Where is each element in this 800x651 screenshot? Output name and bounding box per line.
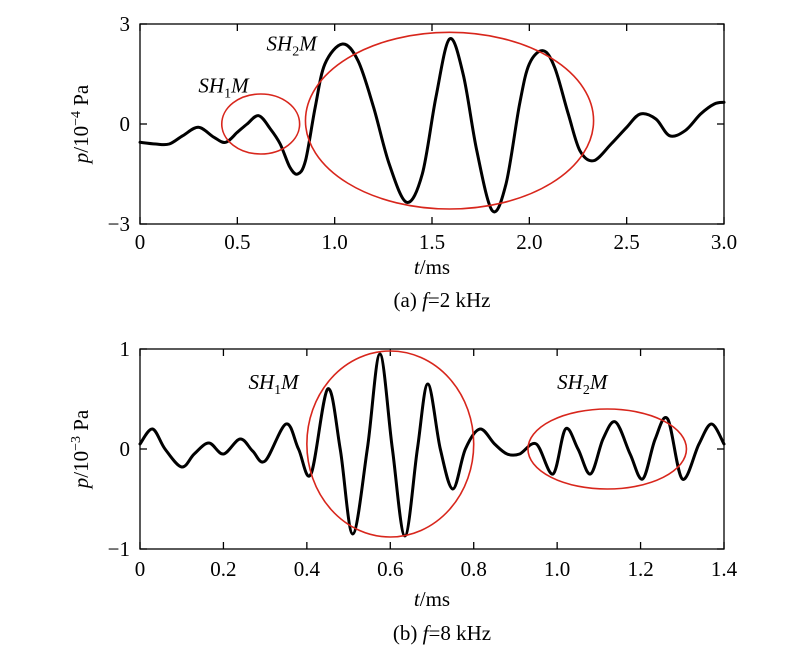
x-tick-label: 0.8 <box>461 557 487 581</box>
x-axis-title: t/ms <box>414 587 450 611</box>
mode-label-2: SH2M <box>267 32 319 60</box>
x-tick-label: 1.2 <box>627 557 653 581</box>
mode-label-1: SH1M <box>248 370 300 398</box>
x-tick-label: 0.5 <box>224 230 250 254</box>
y-axis-title: p/10−4 Pa <box>69 84 93 165</box>
x-tick-label: 0.6 <box>377 557 403 581</box>
plot-frame <box>139 348 725 550</box>
waveform-line <box>138 37 726 214</box>
mode-label-2: SH2M <box>557 370 609 398</box>
mode-label-1: SH1M <box>198 73 250 101</box>
x-tick-label: 0.4 <box>294 557 321 581</box>
y-tick-label: −1 <box>108 537 130 561</box>
x-tick-label: 1.0 <box>544 557 570 581</box>
y-tick-label: 1 <box>120 337 131 361</box>
x-tick-label: 0 <box>135 557 146 581</box>
x-tick-label: 3.0 <box>711 230 737 254</box>
x-tick-label: 1.0 <box>322 230 348 254</box>
x-tick-label: 1.5 <box>419 230 445 254</box>
mode-ellipse-2 <box>304 31 595 210</box>
y-tick-label: −3 <box>108 212 130 236</box>
x-tick-label: 0 <box>135 230 146 254</box>
y-tick-label: 0 <box>120 112 131 136</box>
mode-ellipse-1 <box>220 93 301 155</box>
mode-ellipse-2 <box>527 408 688 490</box>
y-tick-label: 3 <box>120 12 131 36</box>
panel-caption: (b) f=8 kHz <box>393 621 491 645</box>
y-axis-title: p/10−3 Pa <box>69 409 93 490</box>
waveform-line <box>138 352 726 538</box>
mode-ellipse-1 <box>306 350 475 538</box>
panel-caption: (a) f=2 kHz <box>394 288 491 312</box>
x-tick-label: 2.5 <box>614 230 640 254</box>
x-tick-label: 2.0 <box>516 230 542 254</box>
x-tick-label: 0.2 <box>210 557 236 581</box>
x-tick-label: 1.4 <box>711 557 738 581</box>
y-tick-label: 0 <box>120 437 131 461</box>
x-axis-title: t/ms <box>414 255 450 279</box>
